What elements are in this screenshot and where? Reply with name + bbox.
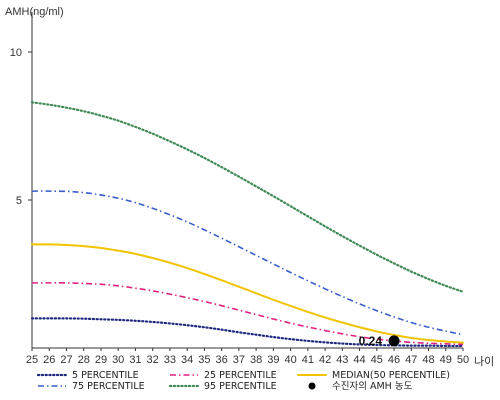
legend-label-95-percentile: 95 PERCENTILE — [204, 381, 277, 392]
y-tick-label: 5 — [16, 195, 22, 207]
series-line-75-percentile — [31, 190, 464, 336]
patient-amh-point — [388, 335, 400, 347]
x-tick-label: 35 — [198, 354, 210, 366]
x-tick-label: 34 — [181, 354, 193, 366]
highlight-layer: 0.24 — [359, 334, 400, 348]
x-tick-label: 38 — [250, 354, 262, 366]
x-tick-label: 42 — [319, 354, 331, 366]
chart-axes — [31, 12, 463, 349]
x-tick-label: 45 — [371, 354, 383, 366]
x-tick-label: 37 — [233, 354, 245, 366]
x-tick-label: 48 — [422, 354, 434, 366]
y-ticks: 5 10 — [10, 47, 32, 207]
legend-label-5-percentile: 5 PERCENTILE — [72, 370, 139, 381]
x-tick-label: 29 — [95, 354, 107, 366]
y-axis-label: AMH(ng/ml) — [5, 6, 64, 18]
x-tick-label: 50 — [457, 354, 469, 366]
x-tick-label: 25 — [26, 354, 38, 366]
series-line-95-percentile — [30, 101, 465, 293]
legend-label-median-50-percentile: MEDIAN(50 PERCENTILE) — [332, 370, 450, 381]
x-tick-label: 46 — [388, 354, 400, 366]
patient-amh-value-label: 0.24 — [359, 334, 383, 348]
legend-swatch-patient-amh — [308, 382, 316, 390]
x-tick-label: 30 — [112, 354, 124, 366]
x-tick-label: 28 — [78, 354, 90, 366]
x-tick-label: 47 — [405, 354, 417, 366]
x-tick-label: 39 — [267, 354, 279, 366]
x-tick-label: 44 — [353, 354, 365, 366]
x-tick-label: 33 — [164, 354, 176, 366]
legend: 5 PERCENTILE 25 PERCENTILE MEDIAN(50 PERCE… — [36, 370, 450, 392]
x-ticks: 25 26 27 28 29 30 31 32 33 34 35 36 37 38 39 40 41 42 43 44… — [26, 348, 469, 366]
x-tick-label: 41 — [302, 354, 314, 366]
x-tick-label: 26 — [43, 354, 55, 366]
x-tick-label: 40 — [284, 354, 296, 366]
x-tick-label: 31 — [129, 354, 141, 366]
legend-label-75-percentile: 75 PERCENTILE — [72, 381, 145, 392]
x-tick-label: 32 — [147, 354, 159, 366]
x-tick-label: 43 — [336, 354, 348, 366]
series-line-median-50-percentile — [31, 243, 464, 344]
legend-label-patient-amh: 수진자의 AMH 농도 — [332, 381, 413, 392]
x-tick-label: 27 — [60, 354, 72, 366]
y-tick-label: 10 — [10, 47, 22, 59]
series-layer — [30, 101, 465, 348]
x-axis-label: 나이 — [474, 355, 494, 368]
x-tick-label: 49 — [440, 354, 452, 366]
x-tick-label: 36 — [216, 354, 228, 366]
legend-label-25-percentile: 25 PERCENTILE — [204, 370, 277, 381]
